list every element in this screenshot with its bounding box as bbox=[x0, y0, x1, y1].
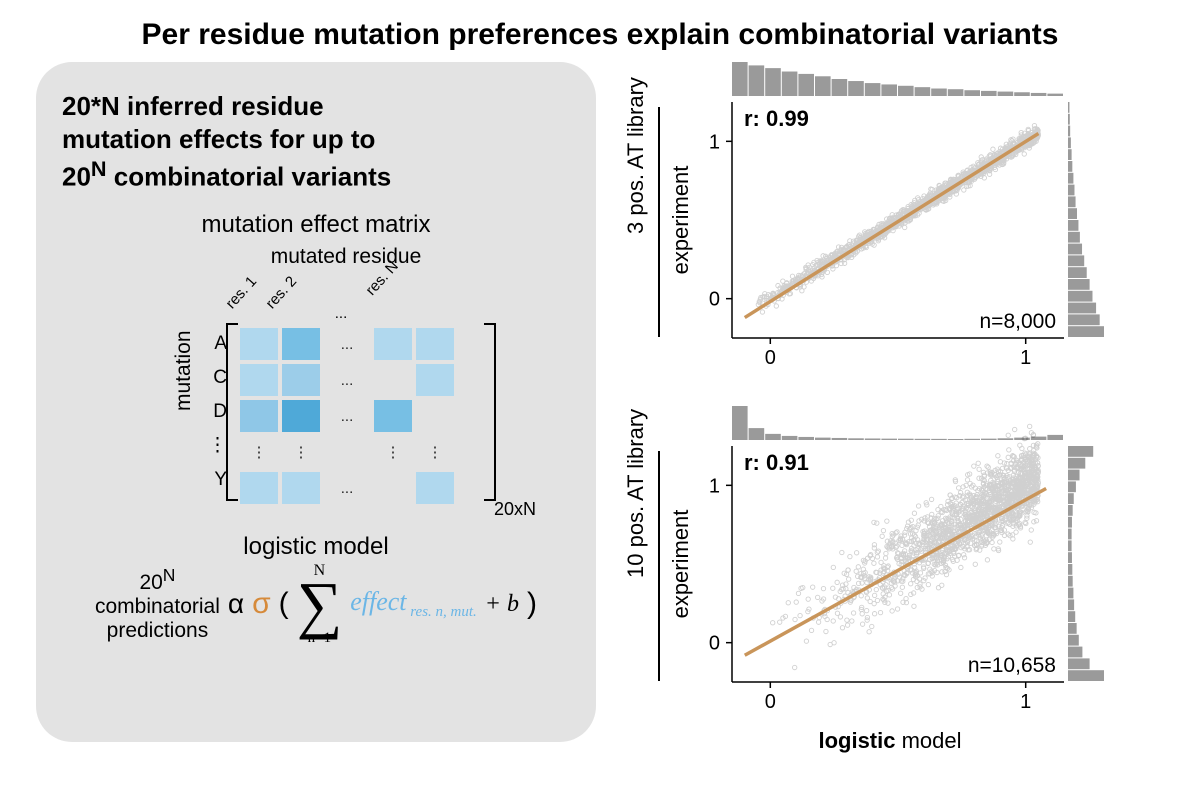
matrix-cell: ⋮ bbox=[415, 435, 455, 469]
row-axis-label: mutation bbox=[172, 331, 196, 412]
svg-text:experiment: experiment bbox=[670, 510, 693, 619]
plot-area-top: 0 1 0 1 experiment r: 0.99 n=8,000 bbox=[670, 62, 1110, 382]
matrix-cell: ... bbox=[323, 363, 371, 397]
matrix-cell bbox=[281, 327, 321, 361]
matrix-cell bbox=[239, 399, 279, 433]
sum-upper: N bbox=[314, 565, 326, 578]
heading-line2: mutation effects for up to bbox=[62, 123, 570, 156]
matrix-cell bbox=[373, 471, 413, 505]
close-paren: ) bbox=[527, 587, 537, 621]
main-layout: 20*N inferred residue mutation effects f… bbox=[0, 62, 1200, 762]
svg-text:experiment: experiment bbox=[670, 166, 693, 275]
matrix-cell bbox=[415, 363, 455, 397]
plot-area-bottom: 0101experimentr: 0.91n=10,658 logistic m… bbox=[670, 406, 1110, 726]
pred-l3: predictions bbox=[95, 619, 220, 643]
row-label: C bbox=[208, 361, 227, 395]
sigma-fn: σ bbox=[252, 587, 271, 621]
heading-line3: 20N combinatorial variants bbox=[62, 155, 570, 193]
matrix-cell: ... bbox=[323, 471, 371, 505]
sum-lower: n=1 bbox=[308, 632, 331, 644]
matrix-cell bbox=[239, 471, 279, 505]
heading-line1: 20*N inferred residue bbox=[62, 90, 570, 123]
summation: N ∑ n=1 bbox=[297, 579, 343, 630]
matrix-wrap: res. 1res. 2...res. N mutation ACD⋮Y ...… bbox=[62, 271, 570, 521]
matrix-cell bbox=[373, 399, 413, 433]
matrix-cell bbox=[239, 363, 279, 397]
matrix-title: mutation effect matrix bbox=[62, 211, 570, 239]
matrix-cell: ... bbox=[323, 399, 371, 433]
svg-text:r: 0.99: r: 0.99 bbox=[744, 106, 809, 131]
col-headers: res. 1res. 2...res. N bbox=[237, 291, 445, 322]
svg-text:1: 1 bbox=[709, 131, 720, 153]
scatter-top: 0 1 0 1 experiment r: 0.99 n=8,000 bbox=[670, 62, 1110, 382]
plot-block-bottom: 10 pos. AT library 0 1 0 1 experiment r: 0.91… bbox=[624, 406, 1164, 726]
svg-text:n=8,000: n=8,000 bbox=[980, 310, 1057, 333]
x-axis-label: logistic model bbox=[670, 728, 1110, 754]
matrix-cell: ⋮ bbox=[281, 435, 321, 469]
matrix-cell bbox=[239, 327, 279, 361]
scatter-bottom: 0 1 0 1 experiment r: 0.91 n=10,658 bbox=[670, 406, 1110, 726]
matrix-cell bbox=[415, 327, 455, 361]
row-labels: ACD⋮Y bbox=[208, 327, 227, 497]
col-axis-label: mutated residue bbox=[122, 245, 570, 269]
matrix-cell bbox=[373, 327, 413, 361]
svg-text:1: 1 bbox=[1020, 691, 1031, 713]
effect-matrix: .........⋮⋮⋮⋮... bbox=[237, 325, 457, 507]
matrix-cell: ... bbox=[323, 327, 371, 361]
matrix-cell: ⋮ bbox=[239, 435, 279, 469]
matrix-cell bbox=[373, 363, 413, 397]
row-label: D bbox=[208, 395, 227, 429]
side-rule-bottom bbox=[658, 451, 660, 681]
matrix-dim-label: 20xN bbox=[494, 499, 536, 520]
side-rule-top bbox=[658, 107, 660, 337]
plot-block-top: 3 pos. AT library 0 1 0 1 experiment r: 0.99 n… bbox=[624, 62, 1164, 382]
svg-text:0: 0 bbox=[709, 633, 720, 655]
bracket-right bbox=[484, 323, 496, 501]
alpha-symbol: α bbox=[228, 588, 244, 620]
formula-row: 20N combinatorial predictions α σ ( N ∑ … bbox=[62, 565, 570, 643]
svg-text:1: 1 bbox=[709, 475, 720, 497]
page-title: Per residue mutation preferences explain… bbox=[0, 0, 1200, 62]
right-panel: 3 pos. AT library 0 1 0 1 experiment r: 0.99 n… bbox=[624, 62, 1164, 742]
open-paren: ( bbox=[279, 587, 289, 621]
x-label-bold: logistic bbox=[818, 728, 895, 753]
pred-label: 20N combinatorial predictions bbox=[95, 565, 220, 643]
x-label-rest: model bbox=[895, 728, 961, 753]
left-heading: 20*N inferred residue mutation effects f… bbox=[62, 90, 570, 193]
svg-text:1: 1 bbox=[1020, 347, 1031, 369]
matrix-cell bbox=[415, 399, 455, 433]
side-label-top: 3 pos. AT library bbox=[623, 210, 649, 234]
pred-l1: 20N bbox=[95, 565, 220, 595]
svg-text:r: 0.91: r: 0.91 bbox=[744, 450, 809, 475]
matrix-cell bbox=[323, 435, 371, 469]
matrix-cell bbox=[415, 471, 455, 505]
matrix-cell bbox=[281, 399, 321, 433]
effect-term: effect res. n, mut. bbox=[350, 587, 477, 621]
col-label: ... bbox=[317, 291, 365, 322]
bias-term: + b bbox=[485, 591, 519, 618]
row-label: ⋮ bbox=[208, 429, 227, 463]
matrix-cell bbox=[281, 471, 321, 505]
col-label: res. 2 bbox=[262, 271, 312, 321]
svg-text:0: 0 bbox=[709, 289, 720, 311]
row-label: Y bbox=[208, 463, 227, 497]
logistic-title: logistic model bbox=[62, 533, 570, 561]
side-label-bottom: 10 pos. AT library bbox=[623, 554, 649, 578]
left-panel: 20*N inferred residue mutation effects f… bbox=[36, 62, 596, 742]
row-label: A bbox=[208, 327, 227, 361]
matrix-cell bbox=[281, 363, 321, 397]
logistic-wrap: logistic model 20N combinatorial predict… bbox=[62, 533, 570, 703]
svg-text:0: 0 bbox=[765, 347, 776, 369]
svg-text:0: 0 bbox=[765, 691, 776, 713]
matrix-cell: ⋮ bbox=[373, 435, 413, 469]
pred-l2: combinatorial bbox=[95, 595, 220, 619]
svg-text:n=10,658: n=10,658 bbox=[968, 654, 1056, 677]
